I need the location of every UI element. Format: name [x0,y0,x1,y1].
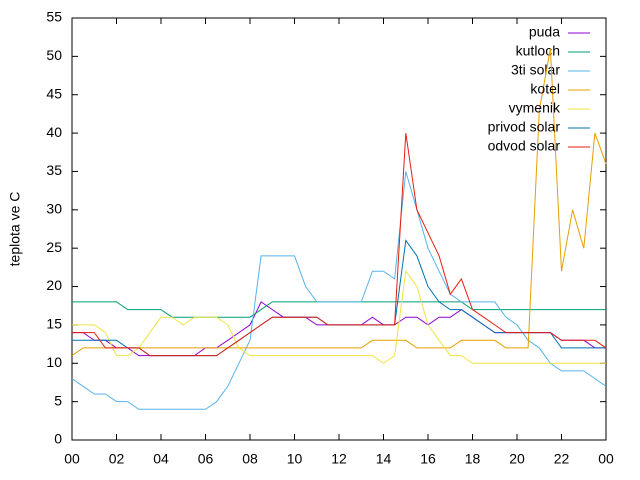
y-tick-label: 30 [46,201,62,217]
series-line [71,48,607,357]
x-tick-label: 00 [64,451,80,467]
x-tick-label: 12 [331,451,347,467]
series-line [71,171,607,410]
series-line [72,239,606,357]
x-tick-label: 20 [509,451,525,467]
x-tick-label: 10 [287,451,303,467]
x-tick-label: 08 [242,451,258,467]
legend-label: kutloch [516,43,560,59]
x-tick-label: 16 [420,451,436,467]
x-tick-label: 02 [109,451,125,467]
x-tick-label: 00 [598,451,614,467]
y-tick-label: 50 [46,47,62,63]
legend-label: vymenik [509,100,561,116]
series-line [72,269,606,364]
x-tick-label: 18 [465,451,481,467]
plot-border [71,17,607,441]
y-tick-label: 55 [46,9,62,25]
y-tick-label: 5 [54,392,62,408]
y-tick-label: 20 [46,277,62,293]
x-tick-label: 22 [554,451,570,467]
y-tick-label: 0 [54,431,62,447]
legend-label: odvod solar [488,138,561,154]
y-tick-label: 35 [46,162,62,178]
legend-label: 3ti solar [511,62,560,78]
x-tick-label: 04 [153,451,169,467]
x-tick-label: 14 [376,451,392,467]
y-tick-label: 10 [46,354,62,370]
series-line [72,301,606,318]
x-tick-label: 06 [198,451,214,467]
y-tick-label: 45 [46,85,62,101]
y-tick-label: 40 [46,124,62,140]
legend-label: puda [529,24,560,40]
y-axis-label: teplota ve C [7,192,23,267]
legend-label: privod solar [488,119,561,135]
legend-label: kotel [530,81,560,97]
y-tick-label: 25 [46,239,62,255]
series-line [72,133,607,357]
y-tick-label: 15 [46,316,62,332]
